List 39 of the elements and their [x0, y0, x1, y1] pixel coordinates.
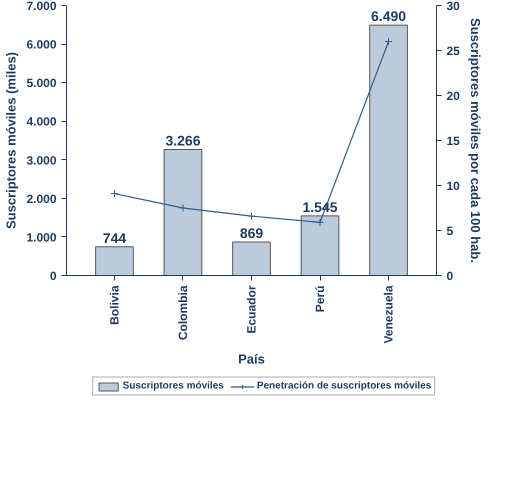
y-tick-label: 3.000 [26, 153, 57, 168]
x-tick-label: Venezuela [382, 285, 396, 344]
data-label: 6.490 [371, 8, 406, 24]
y2-tick-label: 30 [446, 0, 460, 13]
bar [300, 215, 340, 276]
y-tick-label: 4.000 [26, 114, 57, 129]
point [110, 190, 118, 198]
x-tick-label: Colombia [176, 285, 190, 340]
bar [95, 246, 134, 276]
y-tick-label: 7.000 [26, 0, 57, 13]
y-tick-label: 0 [50, 269, 57, 283]
y-tick-label: 2.000 [26, 192, 57, 206]
y-tick-label: 6.000 [26, 38, 57, 52]
bar [232, 241, 271, 276]
point [248, 212, 256, 220]
data-label: 744 [102, 230, 126, 246]
x-tick-label: Ecuador [244, 285, 258, 334]
y2-tick-label: 25 [446, 44, 460, 58]
y2-tick-label: 5 [446, 224, 454, 238]
legend-label: Suscriptores móviles [122, 380, 224, 392]
y2-tick-label: 20 [446, 89, 460, 103]
point [178, 204, 187, 212]
x-tick-label: Perú [313, 285, 328, 312]
y-axis-title: Suscriptores móviles (miles) [3, 52, 18, 230]
data-label: 3.266 [165, 132, 201, 149]
y2-axis-title: Suscriptores móviles por cada 100 hab. [468, 18, 483, 263]
y-tick-label: 5.000 [26, 76, 57, 90]
legend-label: Penetración de suscriptores móviles [256, 380, 432, 392]
x-tick-label: Bolivia [107, 285, 122, 325]
bar [164, 149, 202, 276]
y-tick-label: 1.000 [26, 230, 57, 244]
y2-tick-label: 10 [446, 179, 460, 193]
data-label: 869 [240, 224, 264, 241]
point [316, 218, 324, 226]
y2-tick-label: 15 [446, 134, 460, 148]
point [384, 38, 393, 46]
x-axis-title: País [238, 352, 265, 367]
y2-tick-label: 0 [446, 269, 454, 283]
bar [369, 24, 408, 276]
